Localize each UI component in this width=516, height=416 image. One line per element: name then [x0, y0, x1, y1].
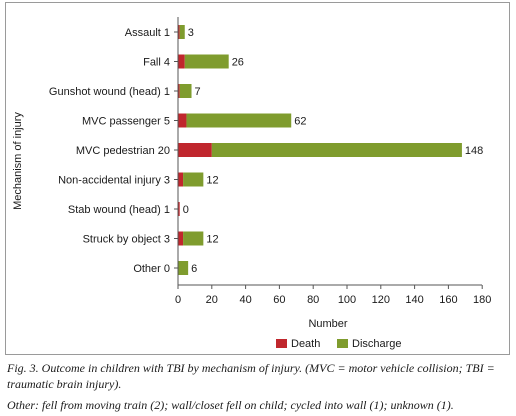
bar-death [178, 172, 184, 187]
category-label: MVC pedestrian 20 [76, 145, 170, 157]
category-label: Gunshot wound (head) 1 [49, 86, 170, 98]
caption-main: Fig. 3. Outcome in children with TBI by … [7, 361, 495, 391]
bar-discharge [184, 54, 229, 69]
category-label: Assault 1 [125, 27, 170, 39]
x-axis: 0 20 40 60 80 100 120 140 160 180 [174, 17, 491, 306]
x-tick-label: 0 [175, 294, 181, 306]
x-tick-label: 40 [239, 294, 251, 306]
bar-death [178, 231, 184, 246]
bar-discharge [179, 84, 192, 98]
legend-swatch-discharge [337, 339, 348, 348]
x-axis-title: Number [308, 318, 347, 330]
bar-discharge [183, 172, 204, 187]
category-label: Non-accidental injury 3 [58, 175, 170, 187]
bar-death [178, 113, 187, 128]
data-label: 6 [191, 263, 197, 275]
data-label: 0 [183, 204, 189, 216]
category-label: Struck by object 3 [83, 234, 170, 246]
data-label: 7 [195, 86, 201, 98]
bars-layer: Assault 1 3 Fall 4 26 Gunshot wound (head) 1… [49, 25, 483, 275]
bar-death [178, 54, 185, 69]
bar-death [178, 25, 180, 39]
bar-discharge [178, 261, 189, 275]
x-tick-label: 180 [473, 294, 491, 306]
x-tick-label: 60 [273, 294, 285, 306]
figure-caption: Fig. 3. Outcome in children with TBI by … [7, 360, 509, 413]
x-tick-label: 120 [372, 294, 390, 306]
y-axis-title: Mechanism of injury [12, 112, 24, 210]
stacked-bar-chart: Mechanism of injury Assault 1 3 Fall 4 26 Gu… [12, 17, 491, 350]
x-tick-label: 100 [338, 294, 356, 306]
data-label: 26 [232, 57, 244, 69]
bar-death [178, 84, 180, 98]
x-tick-label: 160 [439, 294, 457, 306]
x-tick-label: 20 [206, 294, 218, 306]
data-label: 62 [294, 116, 306, 128]
legend: Death Discharge [276, 338, 402, 350]
x-tick-label: 140 [405, 294, 423, 306]
bar-discharge [183, 231, 204, 246]
data-label: 12 [206, 175, 218, 187]
x-tick-label: 80 [307, 294, 319, 306]
category-label: Other 0 [133, 263, 170, 275]
data-label: 3 [188, 27, 194, 39]
caption-other-note: Other: fell from moving train (2); wall/… [7, 398, 454, 412]
category-label: Stab wound (head) 1 [68, 204, 170, 216]
bar-discharge [211, 143, 462, 157]
legend-label-discharge: Discharge [352, 338, 402, 350]
data-label: 148 [465, 145, 483, 157]
bar-death [178, 143, 212, 157]
bar-discharge [186, 113, 292, 128]
data-label: 12 [206, 234, 218, 246]
figure-frame [5, 2, 510, 355]
legend-label-death: Death [291, 338, 320, 350]
legend-swatch-death [276, 339, 287, 348]
bar-death [178, 202, 180, 216]
bar-discharge [179, 25, 185, 39]
category-label: MVC passenger 5 [82, 116, 170, 128]
category-label: Fall 4 [143, 57, 170, 69]
